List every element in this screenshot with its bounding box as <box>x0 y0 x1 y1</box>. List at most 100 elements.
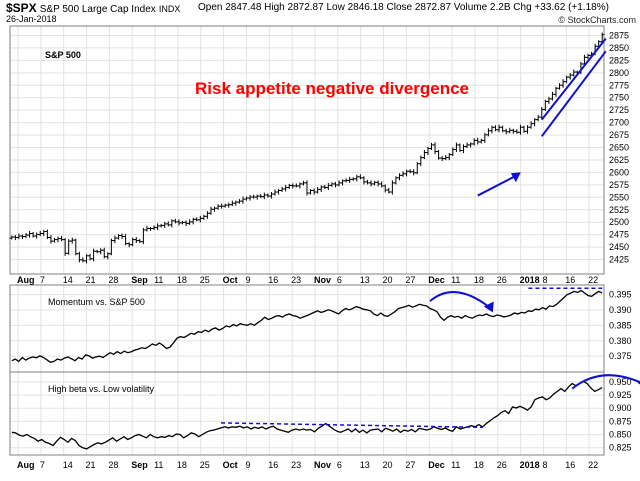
y-tick-label: 0.900 <box>609 403 632 413</box>
y-tick-label: 2500 <box>609 217 629 227</box>
panel-frame <box>9 371 605 456</box>
x-tick-label: 13 <box>360 460 370 470</box>
annotation-title: Risk appetite negative divergence <box>195 79 469 98</box>
y-tick-label: 2475 <box>609 230 629 240</box>
x-tick-label: 11 <box>154 460 163 470</box>
x-tick-label: 2018 <box>520 275 540 285</box>
y-tick-label: 2650 <box>609 143 629 153</box>
x-tick-label: 27 <box>405 460 415 470</box>
symbol-label: $SPX <box>6 1 37 15</box>
x-tick-label: Oct <box>223 275 238 285</box>
index-name: S&P 500 Large Cap Index <box>39 4 156 15</box>
x-tick-label: 6 <box>337 275 342 285</box>
header-title: $SPX S&P 500 Large Cap Index INDX <box>6 1 180 15</box>
trend-arrow-shaft <box>477 174 518 197</box>
open-value: Open 2847.48 <box>198 2 262 13</box>
y-tick-label: 0.875 <box>609 416 632 426</box>
panel-label: High beta vs. Low volatility <box>48 384 155 394</box>
x-tick-label: 25 <box>200 460 210 470</box>
x-tick-label: Sep <box>131 460 148 470</box>
x-tick-label: Aug <box>17 460 35 470</box>
x-tick-label: Aug <box>17 275 35 285</box>
x-tick-label: 20 <box>383 275 393 285</box>
y-tick-label: 2825 <box>609 55 629 65</box>
x-tick-label: 8 <box>542 275 547 285</box>
x-tick-label: 25 <box>200 275 210 285</box>
x-tick-label: 16 <box>268 275 278 285</box>
y-tick-label: 2875 <box>609 30 629 40</box>
x-tick-label: 7 <box>40 275 45 285</box>
y-tick-label: 2625 <box>609 155 629 165</box>
y-tick-label: 2575 <box>609 180 629 190</box>
volume-value: Volume 2.2B <box>453 2 511 13</box>
y-tick-label: 0.925 <box>609 390 632 400</box>
panel-frame <box>9 25 605 275</box>
x-tick-label: 28 <box>108 460 118 470</box>
arc-arrow <box>429 291 491 309</box>
x-tick-label: 18 <box>474 460 484 470</box>
y-tick-label: 2525 <box>609 205 629 215</box>
x-tick-label: 26 <box>497 275 507 285</box>
x-tick-label: 22 <box>588 460 598 470</box>
x-tick-label: Nov <box>314 460 331 470</box>
x-tick-label: 18 <box>177 275 187 285</box>
y-tick-label: 0.825 <box>609 443 632 453</box>
y-tick-label: 2425 <box>609 255 629 265</box>
y-tick-label: 0.395 <box>609 290 632 300</box>
panel-label: S&P 500 <box>45 50 81 60</box>
y-tick-label: 2800 <box>609 68 629 78</box>
panel-1: 0.375 0.380 0.385 0.390 0.395 Momentum vs. S&… <box>9 284 632 373</box>
price-bars <box>9 32 605 264</box>
y-tick-label: 0.850 <box>609 430 632 440</box>
high-value: High 2872.87 <box>264 2 324 13</box>
trend-arrowhead <box>510 172 521 183</box>
x-tick-label: 9 <box>245 460 250 470</box>
x-tick-label: 22 <box>588 275 598 285</box>
x-tick-label: 18 <box>474 275 484 285</box>
x-tick-label: 28 <box>108 275 118 285</box>
series-line-1 <box>11 289 603 364</box>
x-tick-label: 2018 <box>520 460 540 470</box>
dashed-reference-line <box>221 422 483 429</box>
x-tick-label: Nov <box>314 275 331 285</box>
panel-0: 2425 2450 2475 2500 2525 2550 2575 2600 2625 2650… <box>9 25 629 275</box>
x-tick-label: 14 <box>63 460 73 470</box>
x-tick-label: 26 <box>497 460 507 470</box>
x-tick-label: Dec <box>428 460 445 470</box>
low-value: Low 2846.18 <box>326 2 384 13</box>
close-value: Close 2872.87 <box>386 2 452 13</box>
y-tick-label: 0.380 <box>609 336 632 346</box>
channel-line <box>540 50 607 137</box>
x-tick-label: Oct <box>223 460 238 470</box>
x-tick-label: 13 <box>360 275 370 285</box>
x-tick-label: Dec <box>428 275 445 285</box>
x-tick-label: 11 <box>154 275 163 285</box>
y-tick-label: 2550 <box>609 192 629 202</box>
change-value: Chg +33.62 (+1.18%) <box>513 2 609 13</box>
y-tick-label: 0.375 <box>609 351 632 361</box>
x-tick-label: 16 <box>268 460 278 470</box>
y-tick-label: 0.950 <box>609 377 632 387</box>
x-tick-label: 9 <box>245 275 250 285</box>
arc-arrow <box>571 374 640 390</box>
y-tick-label: 0.390 <box>609 305 632 315</box>
x-tick-label: 14 <box>63 275 73 285</box>
x-tick-label: 11 <box>451 460 460 470</box>
chart-header: $SPX S&P 500 Large Cap Index INDX 26-Jan… <box>0 0 640 26</box>
x-tick-label: 11 <box>451 275 460 285</box>
x-tick-label: 18 <box>177 460 187 470</box>
x-tick-label: 21 <box>86 275 96 285</box>
y-tick-label: 2775 <box>609 80 629 90</box>
y-tick-label: 2750 <box>609 93 629 103</box>
x-tick-label: 7 <box>40 460 45 470</box>
channel-line <box>540 38 607 121</box>
x-tick-label: Sep <box>131 275 148 285</box>
panel-2: 0.825 0.850 0.875 0.900 0.925 0.950 High beta … <box>9 371 632 456</box>
x-tick-label: 16 <box>565 460 575 470</box>
x-tick-label: 20 <box>383 460 393 470</box>
panel-label: Momentum vs. S&P 500 <box>48 297 145 307</box>
quote-summary: Open 2847.48 High 2872.87 Low 2846.18 Cl… <box>198 2 609 13</box>
arc-arrowhead <box>483 301 494 313</box>
